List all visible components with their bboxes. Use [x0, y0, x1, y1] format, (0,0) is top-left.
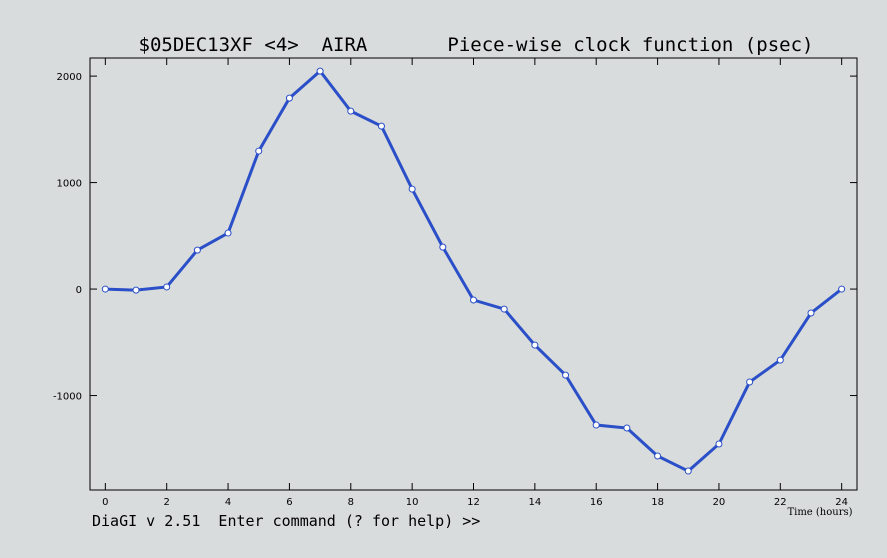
x-tick-label: 4	[225, 497, 231, 508]
data-point	[592, 421, 600, 429]
data-point	[224, 229, 232, 237]
data-point	[715, 440, 723, 448]
data-point	[684, 467, 692, 475]
data-point	[623, 424, 631, 432]
x-tick-label: 0	[102, 497, 108, 508]
data-point	[316, 67, 324, 75]
data-point	[255, 147, 263, 155]
y-tick-label: 2000	[57, 72, 82, 83]
data-point	[654, 452, 662, 460]
data-point	[500, 305, 508, 313]
data-point	[408, 185, 416, 193]
x-tick-label: 20	[713, 497, 726, 508]
data-point	[562, 371, 570, 379]
x-tick-label: 22	[774, 497, 787, 508]
chart-title: $05DEC13XF <4> AIRA Piece-wise clock fun…	[139, 34, 814, 56]
x-tick-label: 2	[164, 497, 170, 508]
data-point	[531, 341, 539, 349]
data-point	[285, 94, 293, 102]
y-tick-label: 0	[76, 285, 82, 296]
y-tick-label: -1000	[53, 392, 82, 403]
y-tick-label: 1000	[57, 179, 82, 190]
data-point	[193, 246, 201, 254]
data-point	[101, 285, 109, 293]
data-point	[746, 378, 754, 386]
x-tick-label: 24	[835, 497, 848, 508]
data-point	[776, 356, 784, 364]
data-point	[132, 286, 140, 294]
data-point	[807, 309, 815, 317]
data-point	[377, 122, 385, 130]
x-tick-label: 8	[348, 497, 354, 508]
x-tick-label: 16	[590, 497, 603, 508]
data-point	[163, 283, 171, 291]
prompt: DiaGI v 2.51 Enter command (? for help) …	[92, 512, 480, 530]
x-tick-label: 12	[467, 497, 480, 508]
x-axis-label: Time (hours)	[787, 507, 852, 518]
x-tick-label: 6	[286, 497, 292, 508]
x-tick-label: 18	[651, 497, 664, 508]
x-tick-label: 10	[406, 497, 419, 508]
data-point	[347, 107, 355, 115]
data-point	[470, 296, 477, 304]
data-point	[439, 243, 447, 251]
x-tick-label: 14	[528, 497, 541, 508]
data-point	[838, 285, 846, 293]
